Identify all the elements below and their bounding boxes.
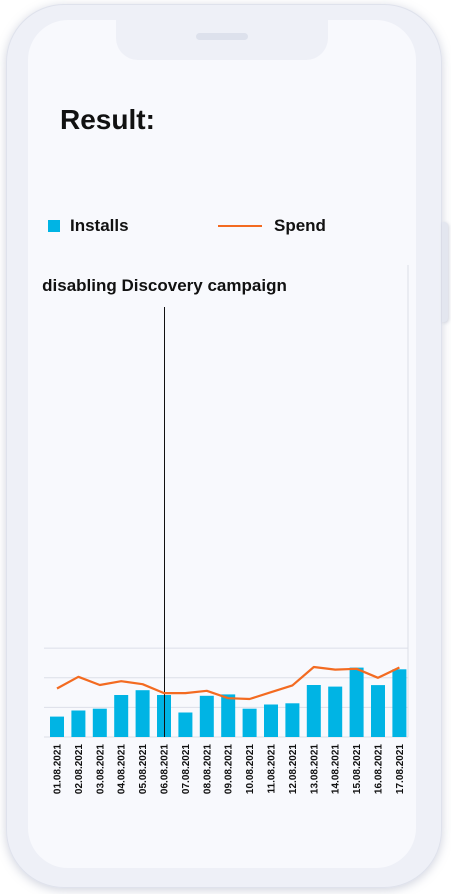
installs-bar — [114, 695, 129, 737]
x-tick-label: 06.08.2021 — [160, 744, 171, 794]
x-tick-label: 01.08.2021 — [53, 744, 64, 794]
installs-bar — [285, 703, 300, 737]
phone-side-button — [442, 222, 448, 322]
x-tick-label: 14.08.2021 — [331, 744, 342, 794]
legend-spend-line — [218, 225, 262, 227]
x-tick-label: 15.08.2021 — [352, 744, 363, 794]
legend-installs-label: Installs — [70, 216, 129, 235]
result-title: Result: — [60, 104, 155, 135]
annotation-label: disabling Discovery campaign — [42, 276, 287, 295]
x-tick-label: 11.08.2021 — [267, 744, 278, 794]
legend-installs-swatch — [48, 220, 60, 232]
x-tick-label: 10.08.2021 — [245, 744, 256, 794]
installs-bar — [328, 686, 343, 737]
speaker-grille — [196, 33, 248, 40]
x-tick-label: 12.08.2021 — [288, 744, 299, 794]
installs-bar — [199, 695, 214, 737]
x-tick-label: 02.08.2021 — [74, 744, 85, 794]
x-tick-label: 07.08.2021 — [181, 744, 192, 794]
installs-bar — [306, 685, 321, 737]
installs-bar — [221, 694, 236, 737]
spend-line — [56, 665, 400, 701]
installs-bar — [371, 685, 385, 737]
installs-bar — [349, 667, 364, 737]
x-tick-label: 03.08.2021 — [95, 744, 106, 794]
x-tick-label: 04.08.2021 — [117, 744, 128, 794]
installs-bar — [178, 712, 193, 737]
x-tick-label: 13.08.2021 — [309, 744, 320, 794]
grid-layer — [44, 265, 409, 738]
installs-bar — [92, 708, 107, 737]
bar-layer — [50, 667, 407, 737]
installs-bar — [71, 710, 86, 737]
x-tick-label: 16.08.2021 — [374, 744, 385, 794]
installs-bar — [50, 716, 64, 737]
x-tick-labels: 01.08.2021 02.08.2021 03.08.2021 04.08.2021… — [53, 744, 406, 794]
installs-bar — [135, 690, 150, 737]
spend-line-layer — [56, 665, 400, 701]
legend-spend-label: Spend — [274, 216, 326, 235]
x-tick-label: 08.08.2021 — [202, 744, 213, 794]
installs-bar — [392, 669, 407, 737]
x-tick-label: 05.08.2021 — [138, 744, 149, 794]
x-tick-label: 17.08.2021 — [395, 744, 406, 794]
installs-spend-chart: disabling Discovery campaign 01.08.2021 0… — [42, 265, 409, 794]
phone-notch — [116, 20, 328, 60]
chart-legend: Installs Spend — [48, 216, 408, 240]
x-tick-label: 09.08.2021 — [224, 744, 235, 794]
installs-bar — [264, 704, 278, 737]
annotation-layer: disabling Discovery campaign — [42, 276, 287, 737]
installs-bar — [242, 708, 257, 737]
phone-screen: Result: Installs Spend disabling Discove… — [28, 20, 416, 868]
